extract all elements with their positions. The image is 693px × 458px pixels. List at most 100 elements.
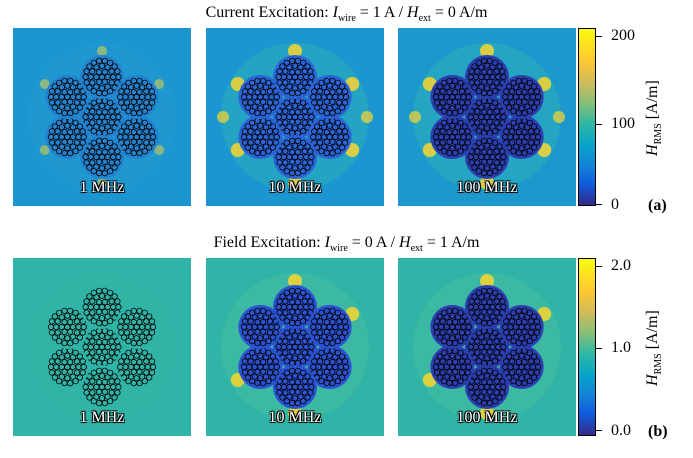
strand	[244, 353, 251, 360]
strand	[73, 369, 81, 376]
strand	[260, 89, 267, 96]
strand	[146, 334, 153, 341]
strand	[446, 307, 453, 314]
strand	[247, 329, 254, 336]
strand	[115, 343, 122, 351]
strand	[291, 125, 299, 132]
strand	[301, 119, 308, 126]
strand	[61, 150, 68, 157]
strand	[289, 400, 296, 407]
strand	[436, 83, 443, 90]
strand	[107, 128, 114, 135]
strand	[503, 128, 510, 135]
strand	[72, 309, 79, 316]
strand	[51, 123, 58, 130]
strand	[146, 144, 153, 151]
strand	[307, 159, 314, 166]
strand	[439, 128, 446, 135]
strand	[529, 363, 536, 371]
strand	[481, 118, 488, 125]
colorbar-b-tick	[596, 266, 602, 267]
strand	[241, 318, 249, 325]
strand	[291, 372, 299, 379]
strand	[492, 59, 499, 66]
strand	[254, 150, 261, 157]
strand	[101, 379, 108, 386]
strand	[275, 343, 282, 351]
strand	[486, 339, 493, 346]
strand	[300, 329, 307, 336]
strand	[512, 124, 520, 131]
strand	[104, 393, 111, 400]
strand	[80, 363, 87, 371]
strand	[318, 349, 325, 356]
strand	[475, 88, 482, 95]
strand	[122, 133, 129, 141]
strand	[139, 143, 146, 150]
strand	[130, 150, 137, 157]
strand	[127, 354, 135, 361]
strand	[472, 303, 479, 311]
strand	[251, 333, 258, 340]
strand	[496, 63, 503, 70]
strand	[96, 367, 103, 374]
strand	[483, 165, 491, 172]
colorbar-b-label: HRMS [A/m]	[643, 310, 664, 386]
strand	[123, 88, 131, 95]
strand	[454, 143, 462, 150]
field-hotspot	[39, 79, 50, 89]
strand	[493, 148, 500, 155]
strand	[276, 298, 283, 305]
strand	[260, 380, 267, 387]
strand	[316, 329, 324, 336]
strand	[96, 90, 103, 97]
strand	[303, 383, 310, 391]
strand	[481, 90, 488, 97]
strand	[107, 139, 114, 146]
strand	[297, 64, 304, 71]
strand	[301, 338, 308, 345]
strand	[472, 383, 479, 391]
strand	[108, 349, 115, 356]
strand	[107, 99, 114, 106]
strand	[332, 314, 339, 321]
strand	[272, 358, 279, 365]
strand	[294, 287, 301, 294]
strand	[136, 359, 143, 366]
strand	[512, 84, 520, 91]
strand	[318, 309, 325, 316]
strand	[73, 329, 81, 336]
strand	[458, 369, 466, 376]
strand	[115, 113, 122, 121]
strand	[86, 293, 93, 300]
strand	[64, 105, 71, 112]
strand	[457, 119, 464, 126]
strand	[329, 359, 336, 366]
strand	[304, 143, 311, 150]
strand	[483, 125, 491, 132]
strand	[268, 133, 275, 141]
strand	[148, 329, 156, 336]
strand	[273, 93, 280, 101]
strand	[460, 323, 467, 331]
strand	[316, 369, 324, 376]
strand	[117, 323, 124, 331]
strand	[101, 57, 108, 64]
strand	[439, 329, 446, 336]
strand	[139, 124, 146, 131]
strand	[489, 294, 496, 301]
strand	[289, 78, 296, 85]
strand	[286, 294, 293, 301]
strand	[93, 163, 100, 170]
strand	[108, 148, 115, 155]
strand	[254, 340, 261, 347]
strand	[320, 124, 328, 131]
strand	[310, 133, 317, 141]
strand	[90, 289, 97, 296]
strand	[503, 88, 510, 95]
strand	[531, 123, 538, 130]
strand	[276, 159, 283, 166]
strand	[481, 320, 488, 327]
strand	[143, 358, 150, 365]
strand	[96, 308, 103, 315]
